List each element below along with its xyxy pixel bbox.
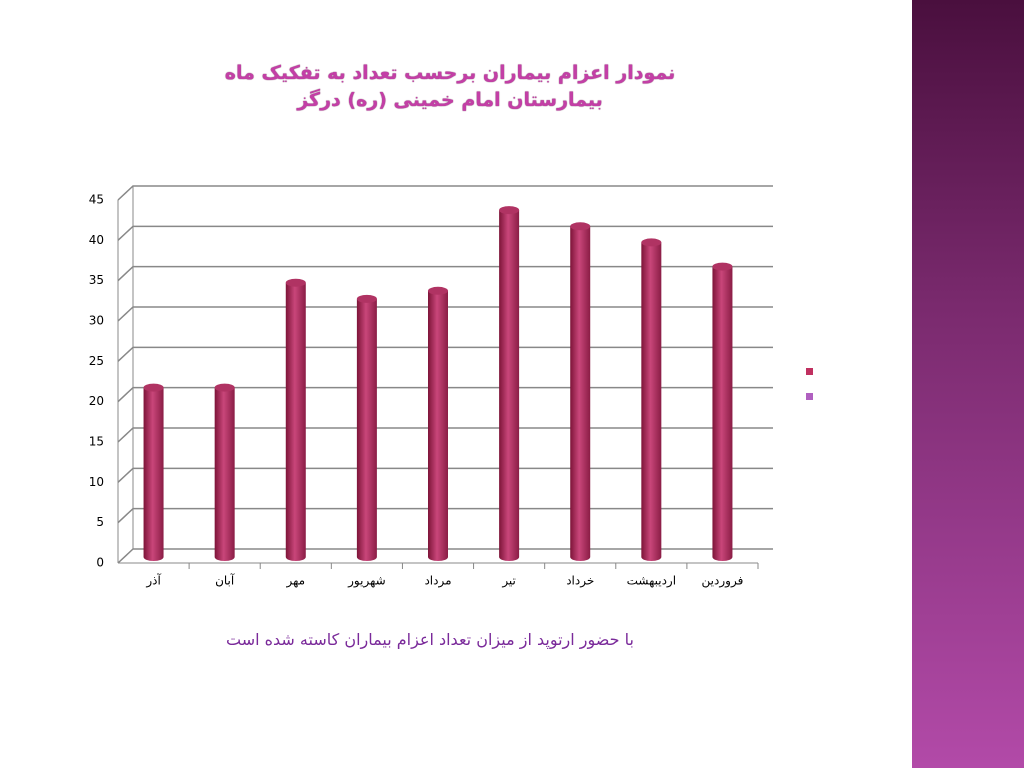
y-tick-label: 5 bbox=[96, 515, 104, 529]
bar-body bbox=[285, 282, 306, 561]
bar-body bbox=[499, 210, 520, 561]
bar bbox=[570, 222, 591, 561]
bar-body bbox=[712, 266, 733, 561]
bar-cap bbox=[428, 286, 448, 295]
bar bbox=[285, 278, 306, 561]
y-tick-label: 45 bbox=[89, 193, 104, 207]
x-tick-label: مهر bbox=[285, 574, 305, 589]
bar-cap bbox=[570, 222, 591, 231]
y-tick-label: 40 bbox=[89, 233, 104, 247]
bullet bbox=[806, 368, 813, 375]
y-tick-label: 10 bbox=[89, 475, 104, 489]
y-tick-label: 35 bbox=[89, 273, 104, 287]
x-tick-label: آذر bbox=[145, 573, 161, 589]
bar-body bbox=[143, 387, 164, 561]
bar-body bbox=[214, 387, 235, 561]
bar bbox=[499, 206, 520, 561]
y-tick-label: 15 bbox=[89, 435, 104, 449]
x-tick-label: شهریور bbox=[347, 574, 386, 589]
title: نمودار اعزام بیماران برحسب تعداد به تفکی… bbox=[150, 60, 750, 114]
bar bbox=[214, 383, 235, 561]
grid-line bbox=[117, 265, 773, 282]
bar bbox=[641, 238, 662, 561]
x-tick-label: اردیبهشت bbox=[627, 574, 676, 589]
bar bbox=[712, 262, 733, 561]
bar-body bbox=[570, 226, 591, 561]
y-tick-label: 30 bbox=[89, 314, 104, 328]
bar-cap bbox=[499, 206, 520, 215]
y-tick-label: 0 bbox=[96, 556, 104, 570]
x-tick-label: مرداد bbox=[424, 574, 451, 589]
bar bbox=[428, 286, 448, 561]
bullet bbox=[806, 393, 813, 400]
y-tick-label: 20 bbox=[89, 394, 104, 408]
y-tick-label: 25 bbox=[89, 354, 104, 368]
note: با حضور ارتوپد از میزان تعداد اعزام بیما… bbox=[226, 630, 634, 649]
bar bbox=[356, 294, 377, 561]
x-tick-label: خرداد bbox=[566, 574, 594, 589]
x-tick-label: فروردین bbox=[702, 574, 744, 589]
bar-cap bbox=[712, 262, 733, 271]
title-line: بیمارستان امام خمینی (ره) درگز bbox=[297, 89, 603, 111]
x-tick-label: آبان bbox=[215, 573, 235, 588]
bar-cap bbox=[285, 278, 306, 287]
bar-cap bbox=[356, 294, 377, 303]
bar-cap bbox=[214, 383, 235, 392]
grid-line bbox=[117, 185, 773, 201]
bar-body bbox=[641, 242, 662, 561]
bar-body bbox=[428, 290, 448, 561]
bar bbox=[143, 383, 164, 561]
chart: 0 5 10 15 20 25 30 35 40 45 آذر آبان مهر شهریور مرداد ت… bbox=[89, 185, 813, 589]
side-panel bbox=[912, 0, 1024, 768]
grid-line bbox=[117, 225, 773, 241]
bar-cap bbox=[641, 238, 662, 247]
title-line: نمودار اعزام بیماران برحسب تعداد به تفکی… bbox=[224, 62, 676, 84]
bar-cap bbox=[143, 383, 164, 392]
bar-body bbox=[356, 298, 377, 561]
x-tick-label: تیر bbox=[501, 574, 516, 589]
